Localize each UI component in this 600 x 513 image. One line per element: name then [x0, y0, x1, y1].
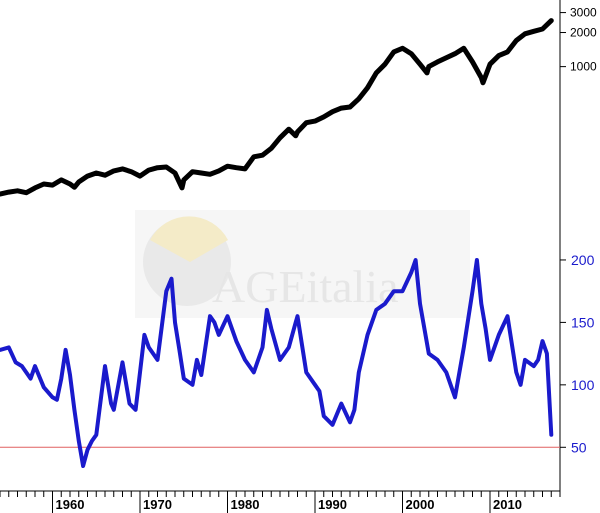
indicator-line	[0, 258, 554, 468]
watermark-arc	[150, 216, 228, 262]
top-y-tick-label: 2000	[570, 26, 597, 40]
x-tick-label: 1980	[231, 497, 260, 512]
bottom-y-tick-label: 200	[571, 252, 595, 268]
bottom-y-ticks: 50 100 150 200	[560, 252, 595, 455]
x-tick-label: 1990	[318, 497, 347, 512]
x-tick-label: 1970	[143, 497, 172, 512]
x-axis-ticks: 1960 1970 1980 1990 2000 2010	[0, 491, 561, 513]
top-y-tick-label: 1000	[570, 60, 597, 74]
top-y-tick-label: 3000	[570, 6, 597, 20]
x-tick-label: 1960	[56, 497, 85, 512]
top-y-ticks: 1000 2000 3000	[560, 6, 597, 74]
watermark-text: AGEitalia	[212, 261, 399, 312]
bottom-y-tick-label: 150	[571, 314, 595, 330]
bottom-y-tick-label: 50	[571, 439, 587, 455]
bottom-y-tick-label: 100	[571, 377, 595, 393]
x-tick-label: 2010	[493, 497, 522, 512]
index-price-line	[0, 18, 554, 197]
x-tick-label: 2000	[406, 497, 435, 512]
